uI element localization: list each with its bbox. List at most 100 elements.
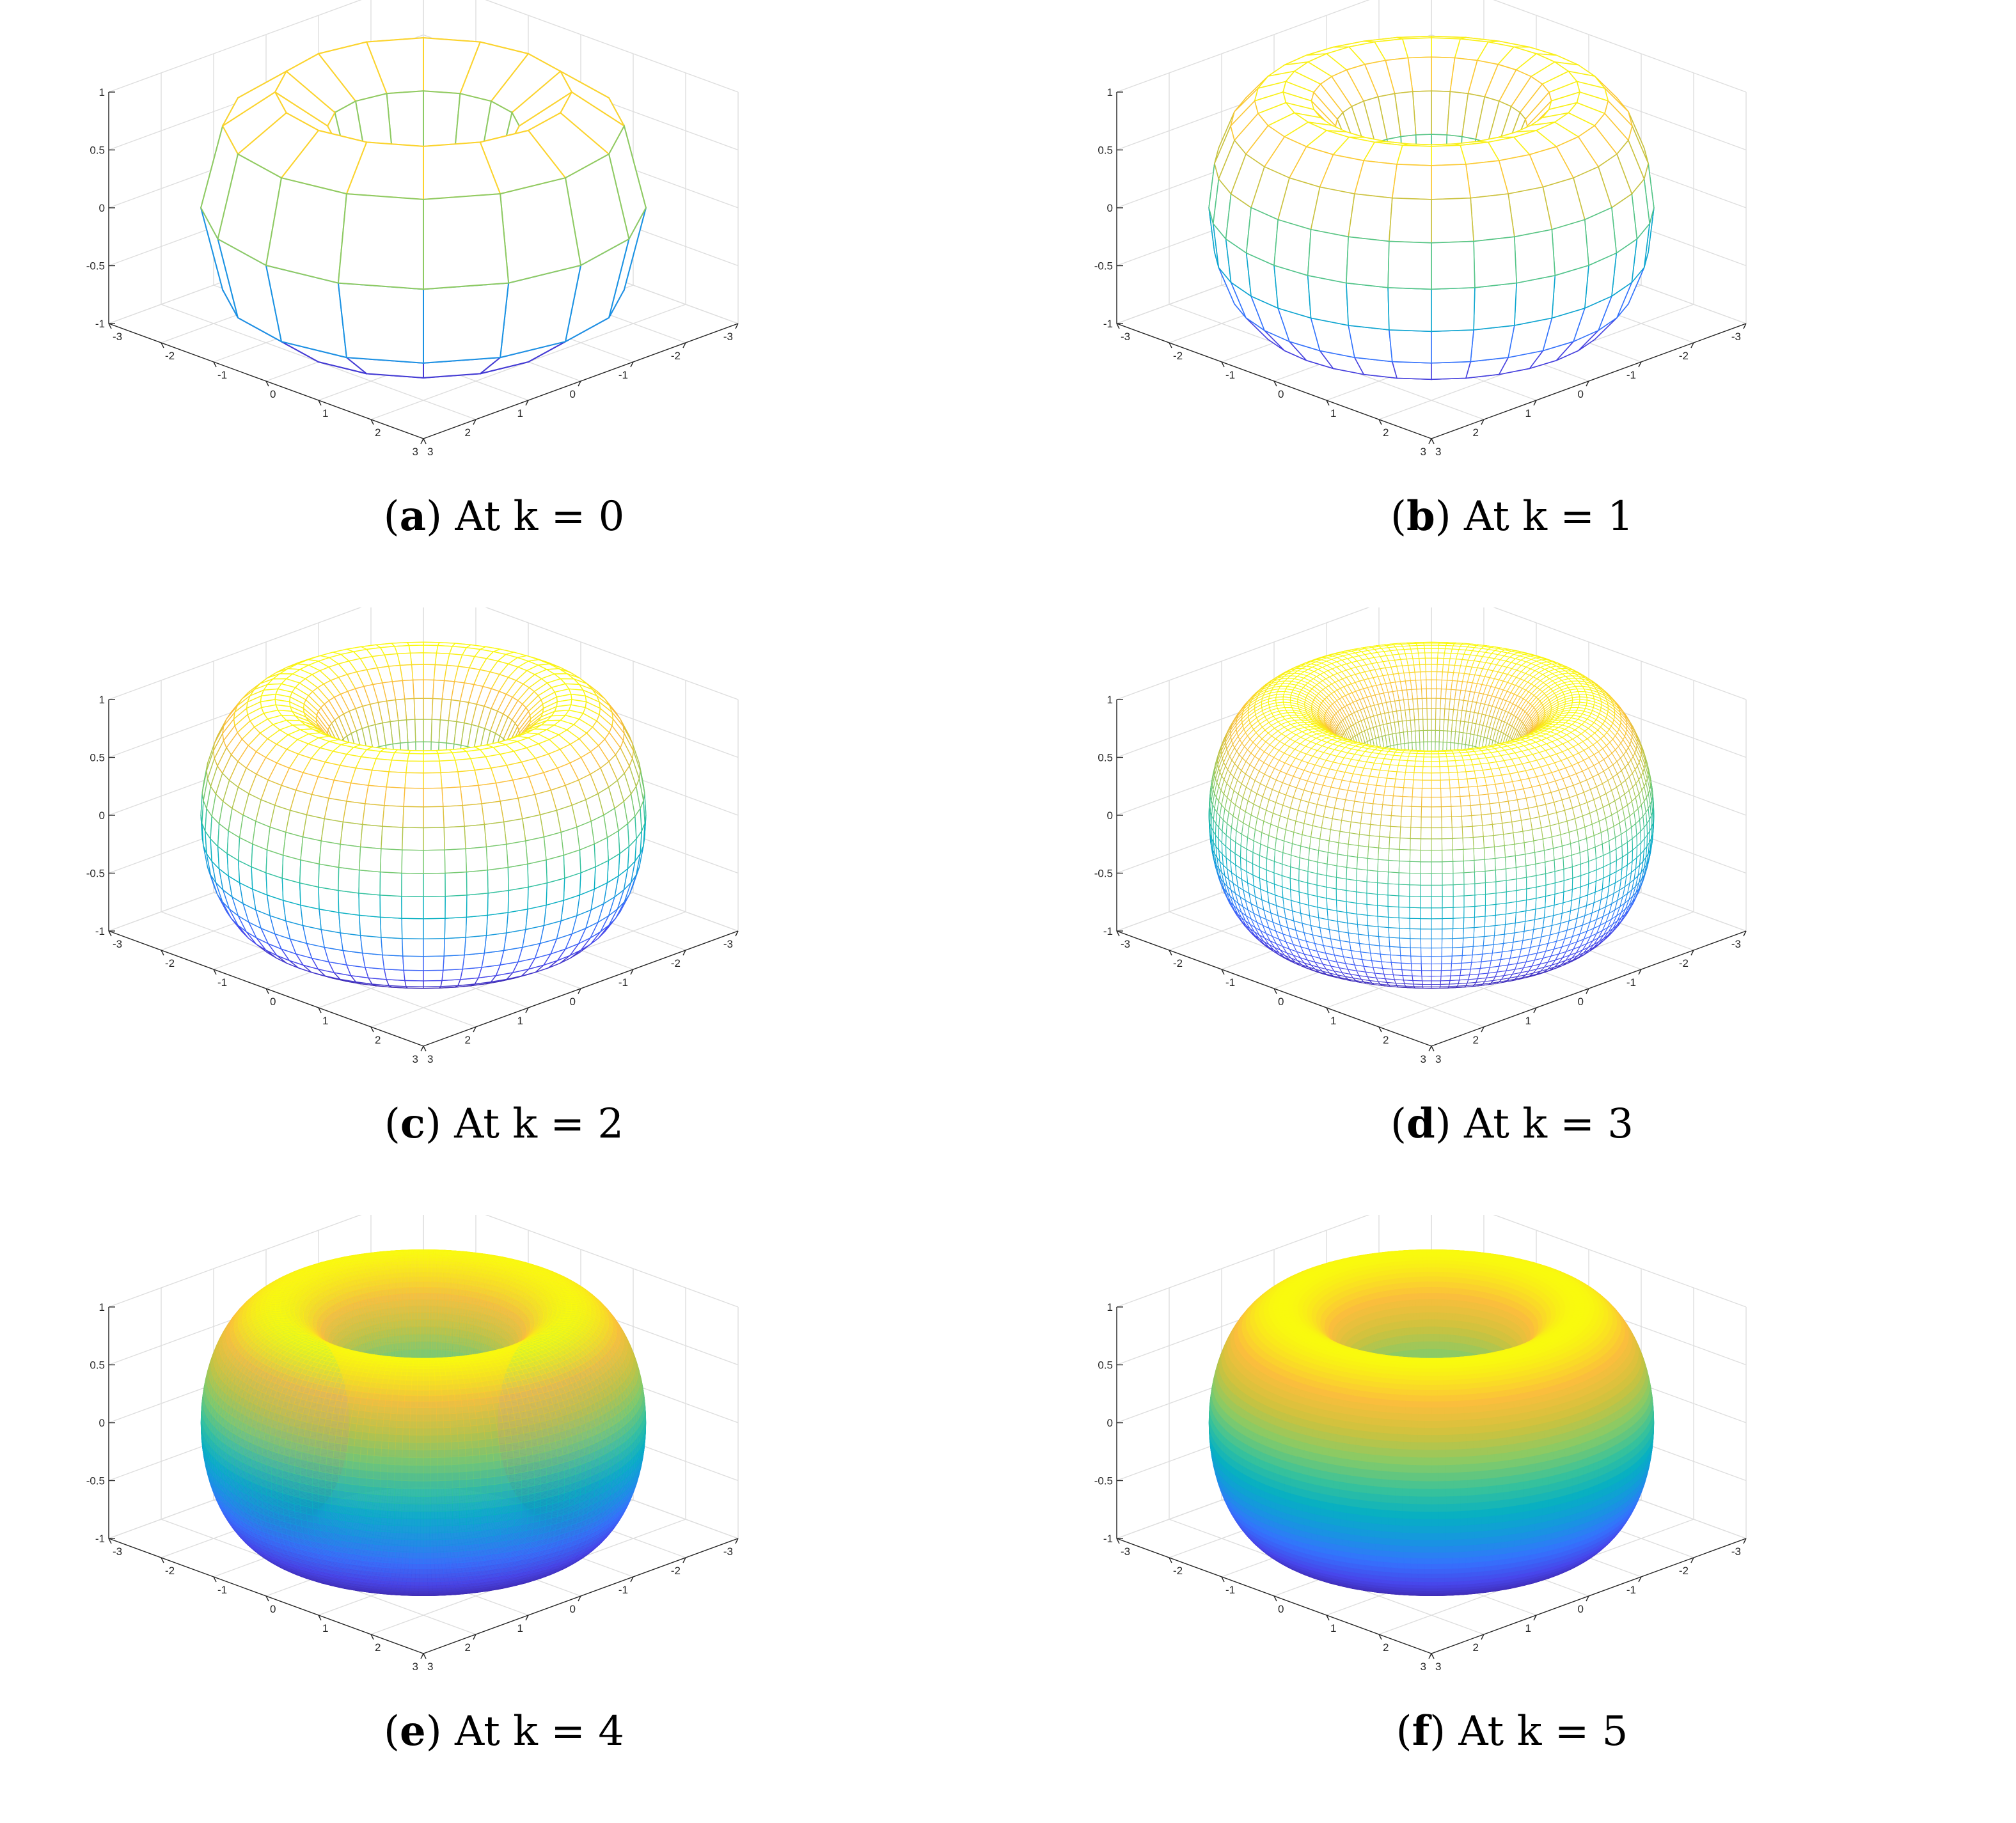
surface-patch bbox=[485, 912, 509, 936]
y-tick-label: 1 bbox=[1525, 1015, 1531, 1027]
z-tick-label: 0 bbox=[99, 810, 105, 822]
caption-letter: c bbox=[400, 1100, 425, 1148]
surface-patch bbox=[318, 863, 340, 891]
panel-c: -3 -2 -1 0 1 2 3 -3 -2 -1 0 1 2 3 -1 -0.5 0 0.5 1 (c) At k… bbox=[0, 607, 1008, 1215]
surface-patch bbox=[484, 821, 507, 848]
x-tick-label: 3 bbox=[427, 446, 433, 458]
surface-patch bbox=[440, 771, 461, 789]
y-tick-label: 1 bbox=[517, 1015, 523, 1027]
surface-patch bbox=[423, 937, 445, 957]
surface-patch bbox=[1387, 240, 1432, 290]
x-tick-label: 1 bbox=[1330, 1015, 1336, 1027]
surface-patch bbox=[1346, 282, 1390, 331]
x-tick-label: 0 bbox=[1278, 996, 1284, 1008]
x-tick-label: 2 bbox=[1383, 1034, 1389, 1046]
surface-patch bbox=[358, 893, 381, 918]
surface-patch bbox=[1437, 648, 1446, 653]
y-tick-label: 0 bbox=[570, 996, 576, 1008]
surface-patch bbox=[368, 769, 390, 788]
surface-patch bbox=[485, 843, 509, 871]
surface-patch bbox=[443, 825, 466, 850]
surface-patch bbox=[414, 719, 424, 743]
z-tick-label: -1 bbox=[1103, 318, 1113, 330]
x-tick-label: 3 bbox=[1435, 1053, 1441, 1065]
surface-patch bbox=[1473, 282, 1517, 331]
surface-patch bbox=[443, 937, 466, 957]
surface-patch bbox=[340, 932, 363, 954]
surface-patch bbox=[359, 824, 383, 850]
z-tick-label: 1 bbox=[1107, 86, 1113, 98]
surface-patch bbox=[266, 826, 287, 856]
surface-patch bbox=[487, 889, 509, 916]
y-tick-label: 2 bbox=[1473, 1034, 1479, 1046]
caption-text: At k = 2 bbox=[454, 1100, 624, 1148]
surface-patch bbox=[406, 760, 424, 774]
surface-patch bbox=[412, 679, 424, 700]
surface-patch bbox=[379, 848, 403, 874]
surface-patch bbox=[1513, 274, 1556, 326]
surface-patch bbox=[401, 872, 424, 898]
surface-patch bbox=[1424, 657, 1432, 665]
y-tick-label: -2 bbox=[1679, 957, 1689, 969]
surface-patch bbox=[1431, 671, 1438, 680]
surface-patch bbox=[1425, 664, 1432, 673]
y-tick-label: 0 bbox=[1578, 996, 1584, 1008]
x-tick-label: -1 bbox=[1225, 976, 1235, 989]
surface-patch bbox=[302, 814, 325, 841]
surface-patch bbox=[1426, 679, 1432, 689]
surface-patch bbox=[423, 698, 434, 720]
surface-patch bbox=[1423, 645, 1432, 649]
surface-patch bbox=[359, 935, 383, 956]
surface-patch bbox=[460, 785, 482, 806]
surface-patch bbox=[337, 193, 424, 290]
surface-patch bbox=[408, 645, 424, 654]
surface-patch bbox=[391, 752, 410, 762]
surface-patch bbox=[403, 969, 424, 982]
surface-patch bbox=[1307, 228, 1350, 284]
y-tick-label: -1 bbox=[618, 976, 628, 989]
surface-patch bbox=[1431, 688, 1437, 699]
surface-patch bbox=[402, 955, 424, 971]
caption-b: (b) At k = 1 bbox=[1008, 492, 2016, 540]
surface-patch bbox=[1431, 657, 1438, 665]
x-tick-label: -2 bbox=[165, 957, 175, 969]
z-tick-label: 0.5 bbox=[1098, 145, 1113, 157]
y-tick-label: 1 bbox=[1525, 407, 1531, 419]
x-tick-label: -3 bbox=[1121, 938, 1130, 950]
surface-patch bbox=[1348, 193, 1393, 242]
caption-text: At k = 1 bbox=[1464, 493, 1634, 540]
surface-patch bbox=[1470, 193, 1515, 242]
z-tick-label: -0.5 bbox=[86, 868, 105, 880]
surface-patch bbox=[1431, 652, 1438, 659]
z-tick-label: 0.5 bbox=[90, 752, 105, 764]
surface-patch bbox=[404, 772, 424, 789]
surface-patch bbox=[358, 869, 381, 896]
surface-patch bbox=[503, 818, 526, 845]
surface-patch bbox=[371, 758, 393, 772]
surface-patch bbox=[381, 937, 404, 957]
surface-patch bbox=[1431, 240, 1476, 290]
x-tick-label: 2 bbox=[1383, 426, 1389, 439]
surface-patch bbox=[1307, 274, 1350, 326]
surface-patch bbox=[525, 836, 547, 865]
surface-patch bbox=[401, 918, 424, 940]
surface-patch bbox=[1431, 361, 1472, 380]
surface-patch bbox=[361, 803, 385, 827]
surface-patch bbox=[466, 869, 489, 896]
surface-patch bbox=[464, 935, 487, 956]
z-tick-label: -0.5 bbox=[86, 260, 105, 272]
surface-patch bbox=[320, 818, 344, 845]
surface-patch bbox=[1389, 329, 1432, 364]
surface-patch bbox=[402, 827, 424, 851]
surface-patch bbox=[1426, 688, 1432, 699]
surface-patch bbox=[1431, 164, 1472, 200]
surface-patch bbox=[1437, 664, 1444, 673]
y-tick-label: 3 bbox=[1421, 446, 1426, 458]
surface-patch bbox=[560, 826, 581, 856]
surface-patch bbox=[507, 886, 529, 913]
surface-patch bbox=[340, 821, 363, 848]
x-tick-label: 1 bbox=[322, 1015, 328, 1027]
surface-patch bbox=[337, 282, 424, 364]
